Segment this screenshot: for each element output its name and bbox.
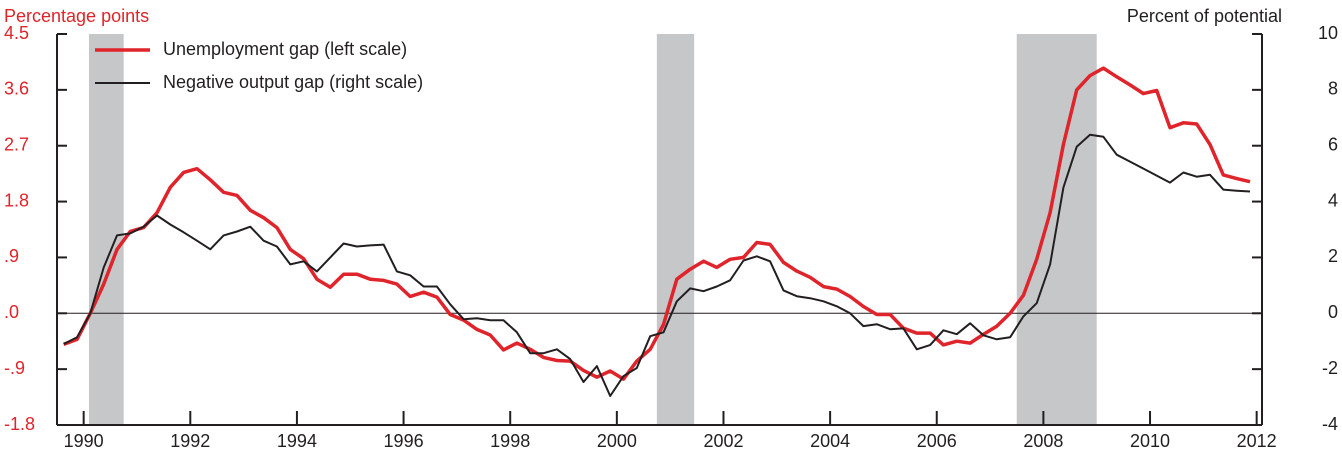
- y-tick-label: 1.8: [4, 190, 29, 210]
- y2-tick-label: 2: [1328, 246, 1338, 266]
- y2-tick-label: -2: [1322, 358, 1338, 378]
- x-tick-label: 1996: [384, 431, 424, 451]
- y2-tick-label: 4: [1328, 190, 1338, 210]
- series-line: [63, 66, 1251, 381]
- series-line: [63, 133, 1251, 397]
- legend-label: Negative output gap (right scale): [163, 72, 423, 92]
- x-tick-label: 2004: [810, 431, 850, 451]
- y-tick-label: .0: [4, 302, 19, 322]
- y2-tick-label: 0: [1328, 302, 1338, 322]
- recession-band: [88, 34, 124, 425]
- y2-tick-label: -4: [1322, 414, 1338, 434]
- y2-tick-label: 6: [1328, 134, 1338, 154]
- recession-band: [656, 34, 695, 425]
- x-tick-label: 2006: [917, 431, 957, 451]
- y2-tick-label: 8: [1328, 79, 1338, 99]
- x-tick-label: 1994: [277, 431, 317, 451]
- y-tick-label: -1.8: [4, 414, 35, 434]
- y-tick-label: 3.6: [4, 79, 29, 99]
- y-tick-label: .9: [4, 246, 19, 266]
- x-tick-label: 1998: [490, 431, 530, 451]
- x-tick-label: 1992: [170, 431, 210, 451]
- y-tick-label: -.9: [4, 358, 25, 378]
- y-axis-label: Percentage points: [4, 6, 149, 26]
- y2-axis-label: Percent of potential: [1127, 6, 1282, 26]
- legend-label: Unemployment gap (left scale): [163, 39, 407, 59]
- x-tick-label: 2002: [703, 431, 743, 451]
- x-tick-label: 2000: [597, 431, 637, 451]
- x-tick-label: 2008: [1023, 431, 1063, 451]
- x-tick-label: 1990: [64, 431, 104, 451]
- y2-tick-label: 10: [1318, 23, 1338, 43]
- x-tick-label: 2012: [1237, 431, 1277, 451]
- y-tick-label: 4.5: [4, 23, 29, 43]
- x-tick-label: 2010: [1130, 431, 1170, 451]
- y-tick-label: 2.7: [4, 134, 29, 154]
